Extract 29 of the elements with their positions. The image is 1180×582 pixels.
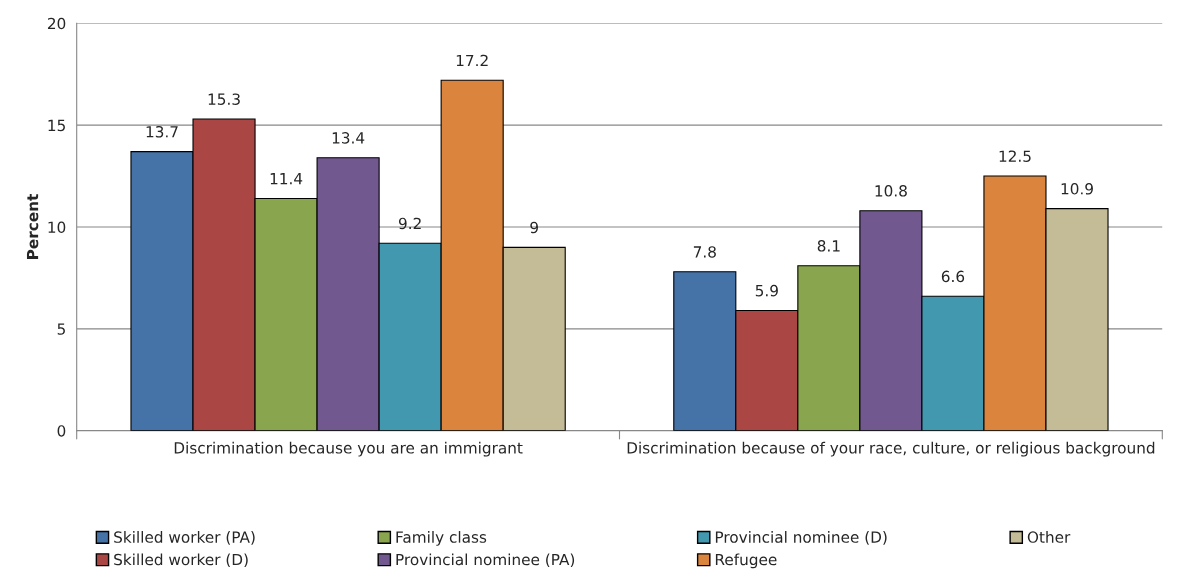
data-label: 10.8 [875,185,907,197]
y-tick-label: 0 [57,425,66,437]
y-tick-label: 10 [48,221,66,233]
data-label: 9.2 [398,217,421,230]
legend-label: Other [1027,531,1071,543]
data-label: 8.1 [817,240,840,252]
data-label: 17.2 [456,54,488,67]
y-tick-label: 5 [57,323,65,335]
legend-label: Provincial nominee (D) [715,531,887,545]
legend-label: Provincial nominee (PA) [396,553,575,568]
x-tick-label: Discrimination because of your race, culture, or religious background [627,441,1155,457]
legend-label: Refugee [715,553,777,569]
x-tick-label: Discrimination because you are an immigrant [174,441,523,457]
data-label: 13.7 [146,125,178,138]
data-label: 6.6 [941,270,965,283]
data-label: 9 [530,221,538,234]
legend-label: Skilled worker (D) [114,553,248,568]
y-axis-title: Percent [26,193,39,259]
y-tick-label: 15 [48,119,65,132]
legend-label: Family class [396,531,487,546]
y-tick-label: 20 [47,17,66,30]
legend-label: Skilled worker (PA) [114,531,255,545]
data-label: 12.5 [999,150,1031,162]
data-label: 13.4 [332,132,365,144]
data-label: 15.3 [208,93,240,105]
data-label: 7.8 [693,246,716,258]
data-label: 10.9 [1061,183,1093,195]
data-label: 5.9 [755,284,778,297]
data-label: 11.4 [270,173,303,185]
